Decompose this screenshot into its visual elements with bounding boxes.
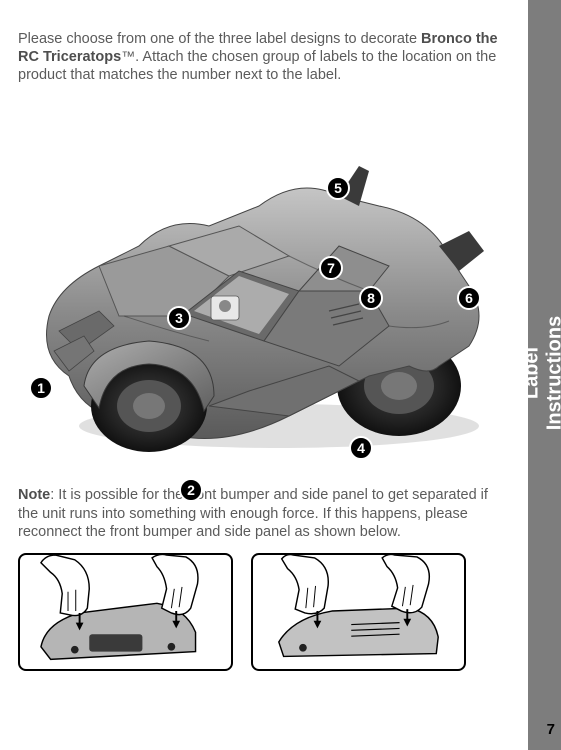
note-label: Note [18,487,50,503]
intro-paragraph: Please choose from one of the three labe… [18,30,510,84]
page-content: Please choose from one of the three labe… [0,0,528,750]
sidebar-tab: Label Instructions 7 [528,0,561,750]
reconnect-diagrams [18,553,510,671]
tm-symbol: ™ [121,48,135,64]
diagram-front-bumper [18,553,233,671]
label-marker-4: 4 [349,436,373,460]
diagram-side-panel [251,553,466,671]
product-figure: 12345678 [19,96,509,466]
car-illustration [29,116,499,456]
note-text: : It is possible for the front bumper an… [18,487,488,539]
intro-prefix: Please choose from one of the three labe… [18,31,421,47]
page-number: 7 [547,721,555,738]
note-paragraph: Note: It is possible for the front bumpe… [18,486,510,540]
